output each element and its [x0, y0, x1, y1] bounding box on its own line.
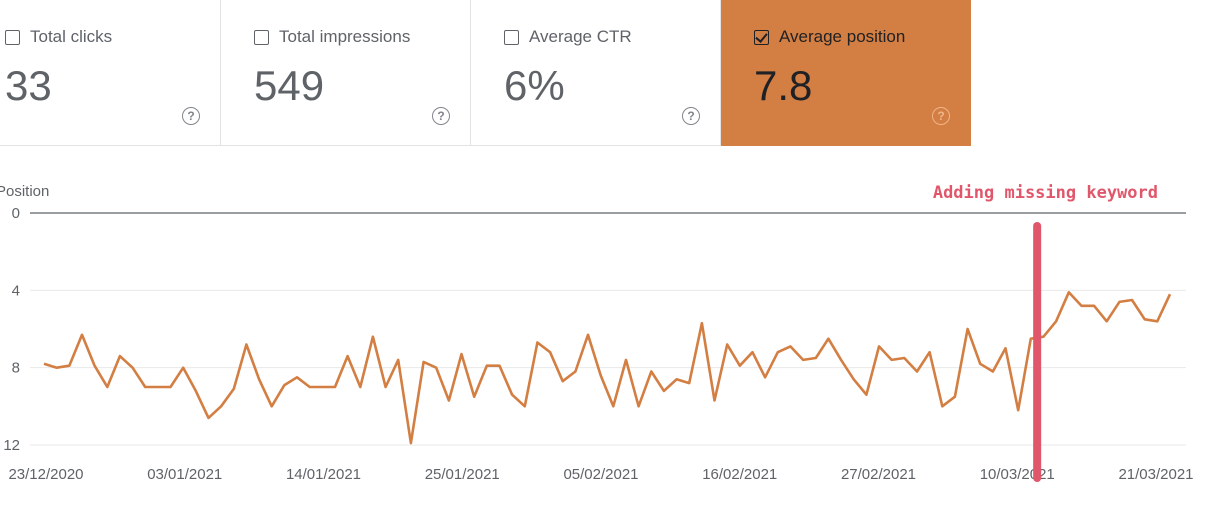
series-line-average-position	[43, 291, 1172, 445]
help-icon[interactable]: ?	[932, 107, 950, 125]
y-tick-label: 4	[12, 282, 20, 299]
x-tick-label: 23/12/2020	[8, 466, 83, 483]
metric-card-header[interactable]: Average position	[754, 27, 905, 47]
metric-value: 7.8	[754, 62, 813, 109]
x-tick-label: 03/01/2021	[147, 466, 222, 483]
y-tick-label: 8	[12, 360, 20, 377]
position-chart: 0 4 8 12 Position 23/12/2020 03/01/2021 14/01…	[0, 183, 1194, 483]
metric-card-average-position[interactable]: Average position 7.8 ?	[721, 0, 971, 146]
metric-label: Total clicks	[30, 27, 113, 46]
metric-cards: Total clicks 33 ? Total impressions 549 …	[0, 0, 971, 146]
metric-card-header[interactable]: Total clicks	[5, 27, 112, 47]
checkbox-average-position[interactable]	[754, 29, 769, 45]
y-tick-label: 0	[12, 205, 20, 222]
checkbox-total-clicks[interactable]	[5, 29, 20, 45]
x-tick-label: 21/03/2021	[1118, 466, 1193, 483]
x-axis: 23/12/2020 03/01/2021 14/01/2021 25/01/2021…	[8, 466, 1193, 483]
x-tick-label: 05/02/2021	[563, 466, 638, 483]
metric-label: Total impressions	[279, 27, 411, 46]
help-icon[interactable]: ?	[182, 107, 200, 125]
metric-value: 549	[254, 62, 325, 109]
metric-label: Average position	[779, 27, 906, 46]
x-tick-label: 10/03/2021	[980, 466, 1055, 483]
metric-card-header[interactable]: Total impressions	[254, 27, 410, 47]
x-tick-label: 14/01/2021	[286, 466, 361, 483]
help-icon[interactable]: ?	[682, 107, 700, 125]
x-tick-label: 27/02/2021	[841, 466, 916, 483]
checkmark-icon	[755, 29, 768, 43]
metric-label: Average CTR	[529, 27, 632, 46]
x-tick-label: 25/01/2021	[425, 466, 500, 483]
chart-grid	[30, 212, 1186, 446]
y-axis: 0 4 8 12	[3, 205, 20, 454]
metric-card-header[interactable]: Average CTR	[504, 27, 632, 47]
x-tick-label: 16/02/2021	[702, 466, 777, 483]
metric-value: 6%	[504, 62, 565, 109]
y-tick-label: 12	[3, 437, 20, 454]
annotation-marker	[1033, 222, 1042, 482]
metric-value: 33	[5, 62, 52, 109]
metric-card-total-clicks[interactable]: Total clicks 33 ?	[0, 0, 221, 146]
metric-card-total-impressions[interactable]: Total impressions 549 ?	[221, 0, 471, 146]
y-axis-label: Position	[0, 183, 49, 200]
checkbox-total-impressions[interactable]	[254, 29, 269, 45]
help-icon[interactable]: ?	[432, 107, 450, 125]
checkbox-average-ctr[interactable]	[504, 29, 519, 45]
annotation-label: Adding missing keyword	[933, 183, 1158, 203]
metric-card-average-ctr[interactable]: Average CTR 6% ?	[471, 0, 721, 146]
